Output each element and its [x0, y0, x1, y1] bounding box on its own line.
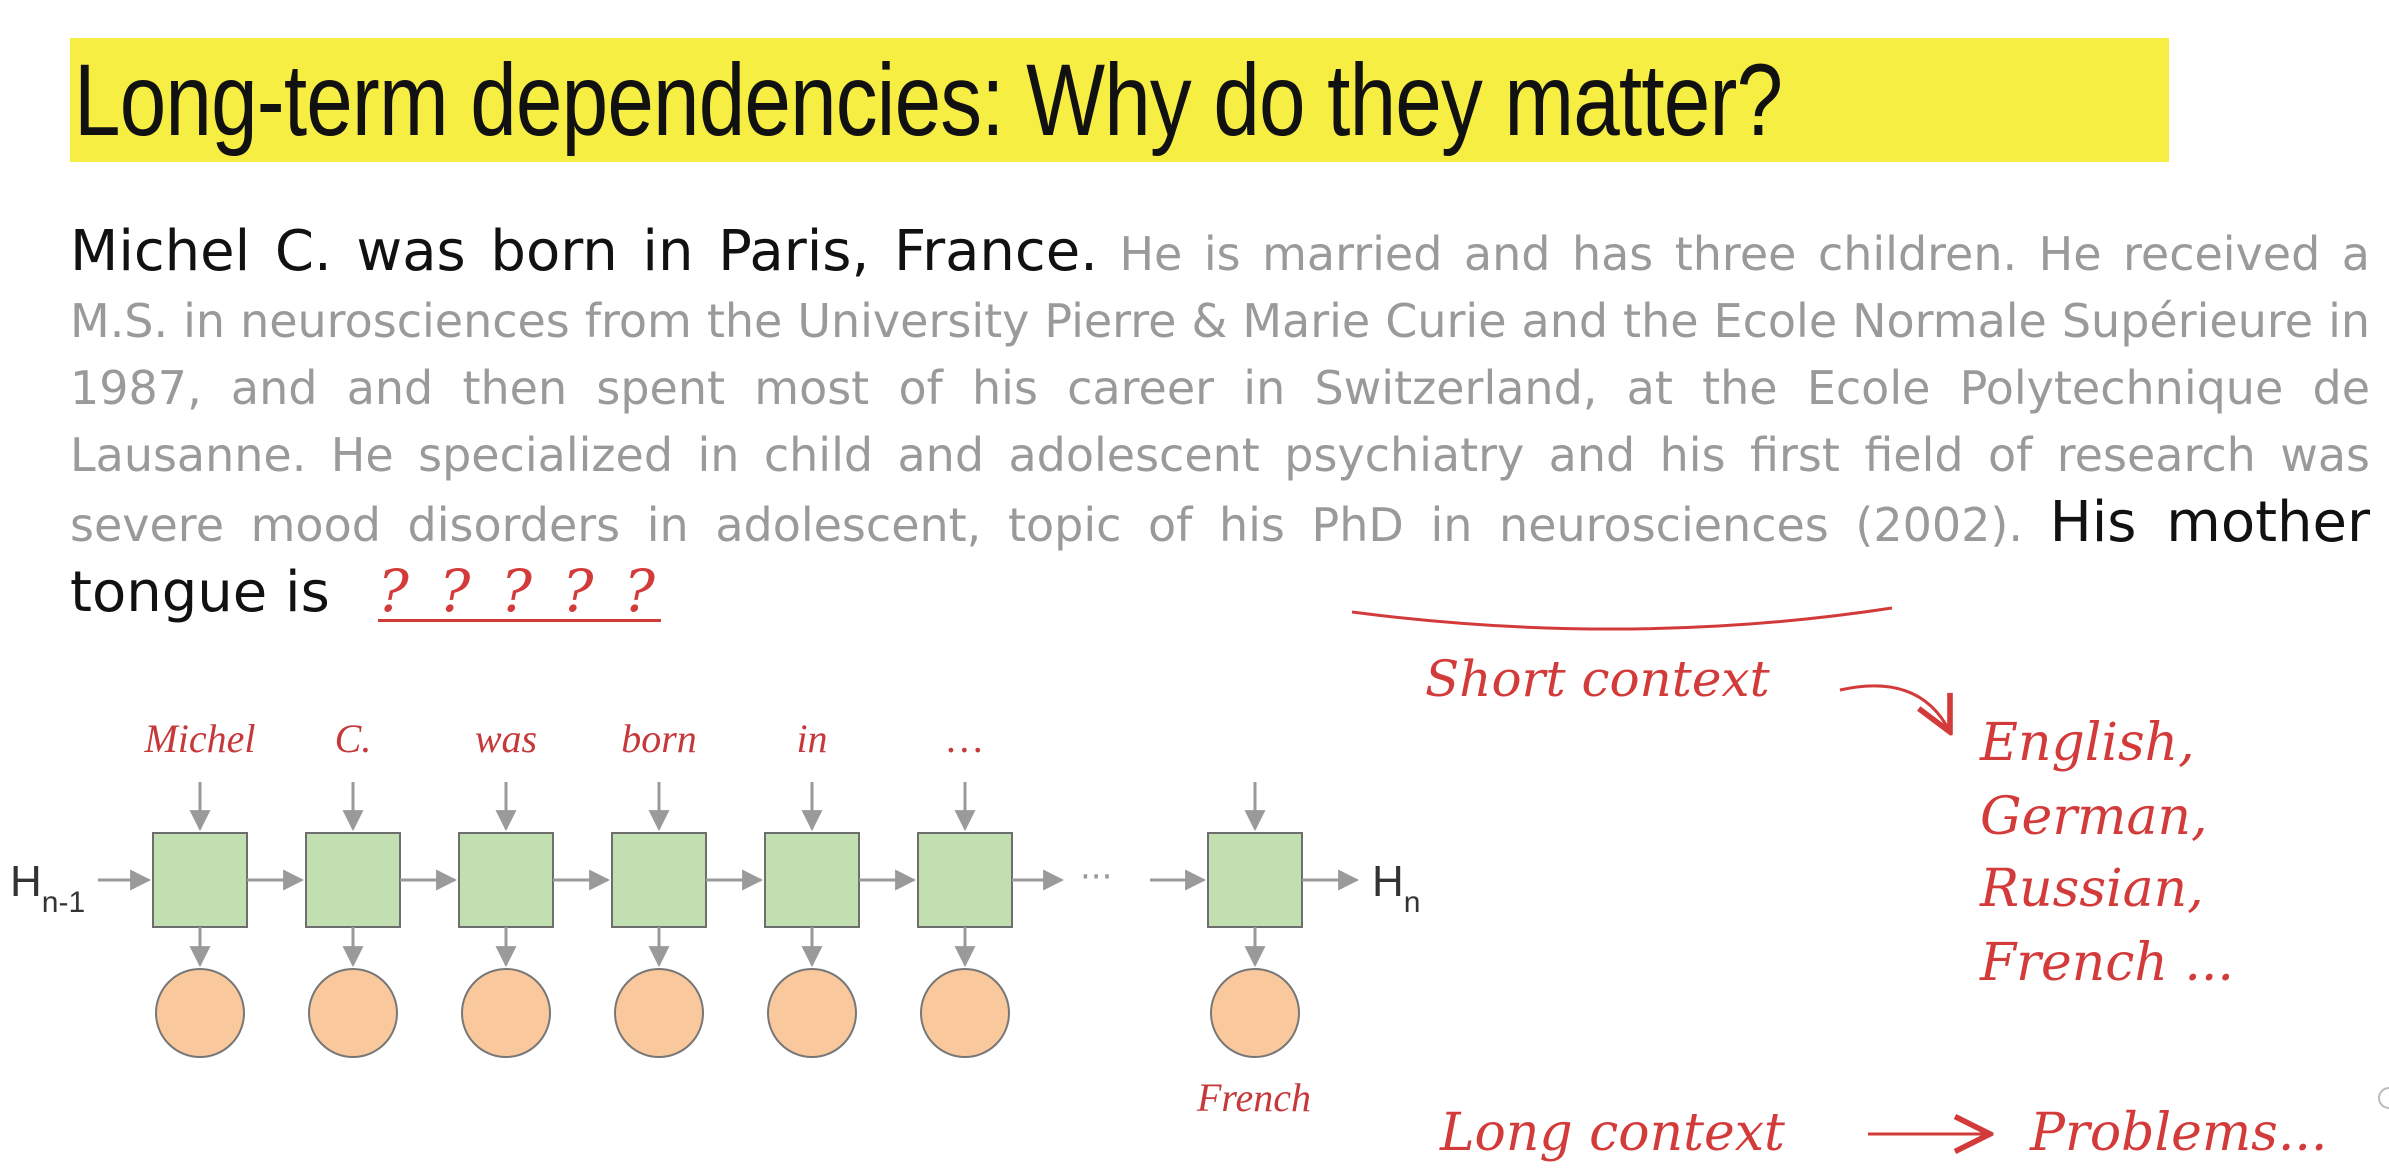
- input-token-label: was: [475, 716, 537, 761]
- sequence-ellipsis: ···: [1080, 857, 1112, 897]
- output-node: [155, 968, 245, 1058]
- output-node: [767, 968, 857, 1058]
- candidate-2: German,: [1980, 787, 2208, 847]
- input-token-label: Michel: [143, 716, 255, 761]
- output-node: [1210, 968, 1300, 1058]
- candidate-1: English,: [1979, 713, 2195, 773]
- rnn-cell: [764, 832, 860, 928]
- paragraph-lead: Michel C. was born in Paris, France.: [70, 219, 1098, 284]
- slide-title: Long-term dependencies: Why do they matt…: [74, 42, 1783, 157]
- answer-blank: ? ? ? ? ?: [377, 557, 661, 625]
- hidden-out-label: Hn: [1372, 857, 1420, 919]
- rnn-cell: [917, 832, 1013, 928]
- example-paragraph: Michel C. was born in Paris, France. He …: [70, 218, 2370, 629]
- paragraph-middle: He is married and has three children. He…: [70, 227, 2370, 552]
- candidate-3: Russian,: [1979, 859, 2204, 919]
- short-context-arrow: [1839, 684, 1950, 732]
- rnn-cell: [458, 832, 554, 928]
- input-token-label: C.: [335, 716, 372, 761]
- hidden-in-label: Hn-1: [10, 857, 85, 919]
- hidden-out-base: H: [1372, 857, 1404, 906]
- candidate-4: French ...: [1979, 933, 2234, 993]
- final-output-label: French: [1196, 1075, 1311, 1120]
- title-highlight: Long-term dependencies: Why do they matt…: [70, 38, 2170, 162]
- rnn-cell: [305, 832, 401, 928]
- output-node: [614, 968, 704, 1058]
- hidden-in-sub: n-1: [42, 886, 85, 919]
- short-context-label: Short context: [1425, 650, 1771, 708]
- slide-corner-mark: [2378, 1087, 2389, 1109]
- hidden-out-sub: n: [1404, 886, 1421, 919]
- output-node: [461, 968, 551, 1058]
- input-token-label: born: [621, 716, 697, 761]
- output-node: [308, 968, 398, 1058]
- problems-label: Problems...: [2029, 1103, 2327, 1163]
- rnn-cell: [611, 832, 707, 928]
- hidden-in-base: H: [10, 857, 42, 906]
- rnn-cell: [152, 832, 248, 928]
- output-node: [920, 968, 1010, 1058]
- paragraph-question: His mother tongue is: [70, 490, 2371, 625]
- input-token-label: in: [796, 716, 827, 761]
- long-context-label: Long context: [1439, 1103, 1785, 1163]
- rnn-cell: [1207, 832, 1303, 928]
- question-underline-arc: [1351, 606, 1893, 631]
- input-token-label: …: [947, 716, 983, 761]
